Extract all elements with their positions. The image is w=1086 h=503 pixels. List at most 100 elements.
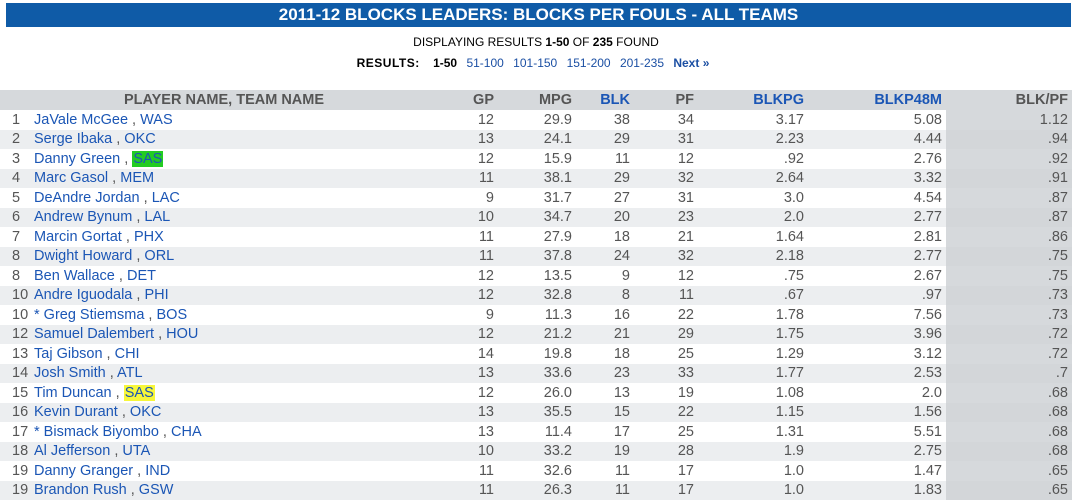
blkpf-cell: .75 bbox=[946, 246, 1072, 266]
col-header-pf[interactable]: PF bbox=[634, 90, 698, 110]
gp-cell: 12 bbox=[448, 285, 498, 305]
mpg-cell: 35.5 bbox=[498, 402, 576, 422]
blkp48m-cell: 2.76 bbox=[913, 150, 942, 167]
table-row: 16 Kevin Durant , OKC 13 35.5 15 22 1.15 1.56.6… bbox=[0, 402, 1072, 422]
team-link[interactable]: CHI bbox=[114, 345, 140, 362]
team-link[interactable]: ORL bbox=[144, 248, 175, 265]
pf-cell: 23 bbox=[634, 207, 698, 227]
player-link[interactable]: Tim Duncan bbox=[34, 384, 112, 401]
player-link[interactable]: Brandon Rush bbox=[34, 482, 127, 499]
rank-cell: 16 bbox=[0, 402, 34, 422]
player-link[interactable]: Andrew Bynum bbox=[34, 209, 133, 226]
player-cell: Ben Wallace , DET bbox=[34, 267, 156, 284]
player-link[interactable]: Danny Green bbox=[34, 150, 121, 167]
blk-cell: 11 bbox=[576, 480, 634, 500]
page-link-151-200[interactable]: 151-200 bbox=[566, 56, 611, 70]
col-header-blk[interactable]: BLK bbox=[576, 90, 634, 110]
player-link[interactable]: Andre Iguodala bbox=[34, 287, 133, 304]
blkpg-cell: 1.64 bbox=[775, 228, 804, 245]
team-link[interactable]: BOS bbox=[156, 306, 188, 323]
team-link[interactable]: HOU bbox=[166, 326, 199, 343]
team-link[interactable]: ATL bbox=[117, 365, 143, 382]
blkpg-cell: 1.15 bbox=[698, 402, 808, 422]
team-link[interactable]: WAS bbox=[140, 111, 173, 128]
mpg-cell: 21.2 bbox=[498, 324, 576, 344]
team-link[interactable]: LAC bbox=[151, 189, 180, 206]
team-link[interactable]: CHA bbox=[171, 423, 202, 440]
team-link[interactable]: SAS bbox=[123, 384, 155, 401]
blkpf-cell: .72 bbox=[946, 344, 1072, 364]
blk-cell: 24 bbox=[576, 246, 634, 266]
pf-cell: 33 bbox=[634, 363, 698, 383]
mpg-cell: 37.8 bbox=[498, 246, 576, 266]
team-link[interactable]: OKC bbox=[124, 131, 156, 148]
team-link[interactable]: SAS bbox=[132, 150, 164, 167]
col-header-blkpf[interactable]: BLK/PF bbox=[946, 90, 1072, 110]
rank-cell: 10 bbox=[0, 285, 34, 305]
team-link[interactable]: UTA bbox=[122, 443, 151, 460]
pf-cell: 22 bbox=[634, 402, 698, 422]
player-link[interactable]: Marc Gasol bbox=[34, 170, 109, 187]
blkp48m-cell: 2.75 bbox=[808, 441, 946, 461]
page-link-51-100[interactable]: 51-100 bbox=[466, 56, 504, 70]
team-link[interactable]: LAL bbox=[144, 209, 171, 226]
team-link[interactable]: MEM bbox=[120, 170, 155, 187]
gp-cell: 12 bbox=[477, 150, 494, 167]
blkp48m-cell: 1.56 bbox=[808, 402, 946, 422]
player-link[interactable]: Dwight Howard bbox=[34, 248, 133, 265]
mpg-cell: 33.6 bbox=[498, 363, 576, 383]
blk-cell: 29 bbox=[576, 168, 634, 188]
player-cell: Danny Granger , IND bbox=[34, 462, 171, 479]
next-page-link[interactable]: Next » bbox=[673, 56, 710, 70]
blkpg-cell: 3.0 bbox=[783, 189, 804, 206]
team-link[interactable]: IND bbox=[145, 462, 171, 479]
player-link[interactable]: Al Jefferson bbox=[34, 443, 111, 460]
blk-cell: 18 bbox=[613, 228, 630, 245]
team-link[interactable]: OKC bbox=[129, 404, 162, 421]
col-header-mpg[interactable]: MPG bbox=[498, 90, 576, 110]
page-link-101-150[interactable]: 101-150 bbox=[513, 56, 558, 70]
table-row: 3 Danny Green , SAS 12 15.9 11 12.92 2.76.92 bbox=[0, 149, 1072, 169]
pf-cell: 22 bbox=[677, 306, 694, 323]
mpg-cell: 11.4 bbox=[544, 423, 572, 440]
mpg-cell: 19.8 bbox=[543, 345, 572, 362]
blk-cell: 13 bbox=[613, 384, 630, 401]
team-link[interactable]: DET bbox=[126, 267, 156, 284]
col-header-gp[interactable]: GP bbox=[448, 90, 498, 110]
player-link[interactable]: * Bismack Biyombo bbox=[34, 423, 159, 440]
rank-cell: 2 bbox=[0, 129, 34, 149]
blk-cell: 29 bbox=[576, 129, 634, 149]
team-link[interactable]: PHI bbox=[144, 287, 169, 304]
player-link[interactable]: Marcin Gortat bbox=[34, 228, 122, 245]
mpg-cell: 26.0 bbox=[543, 384, 572, 401]
player-link[interactable]: Serge Ibaka bbox=[34, 131, 113, 148]
table-row: 12 Samuel Dalembert , HOU 12 21.2 21 29 1.75 3.… bbox=[0, 324, 1072, 344]
col-header-player[interactable]: PLAYER NAME, TEAM NAME bbox=[0, 90, 448, 110]
gp-cell: 10 bbox=[448, 207, 498, 227]
player-link[interactable]: JaVale McGee bbox=[34, 111, 129, 128]
player-link[interactable]: Kevin Durant bbox=[34, 404, 118, 421]
blk-cell: 21 bbox=[576, 324, 634, 344]
player-link[interactable]: Samuel Dalembert bbox=[34, 326, 155, 343]
player-link[interactable]: Danny Granger bbox=[34, 462, 134, 479]
page-link-201-235[interactable]: 201-235 bbox=[619, 56, 664, 70]
player-link[interactable]: Ben Wallace bbox=[34, 267, 115, 284]
blkp48m-cell: 2.81 bbox=[913, 228, 942, 245]
player-link[interactable]: Taj Gibson bbox=[34, 345, 103, 362]
blkp48m-cell: 2.67 bbox=[913, 267, 942, 284]
blk-cell: 17 bbox=[613, 423, 630, 440]
player-cell: * Bismack Biyombo , CHA bbox=[34, 423, 202, 440]
blkp48m-cell: 4.44 bbox=[808, 129, 946, 149]
page-title: 2011-12 BLOCKS LEADERS: BLOCKS PER FOULS… bbox=[6, 3, 1071, 27]
player-link[interactable]: Josh Smith bbox=[34, 365, 106, 382]
player-cell: Serge Ibaka , OKC bbox=[34, 129, 448, 149]
col-header-blkpg[interactable]: BLKPG bbox=[698, 90, 808, 110]
player-link[interactable]: * Greg Stiemsma bbox=[34, 306, 145, 323]
table-row: 13 Taj Gibson , CHI 14 19.8 18 25 1.29 3.12.72 bbox=[0, 344, 1072, 364]
col-header-blkp48m[interactable]: BLKP48M bbox=[808, 90, 946, 110]
team-link[interactable]: PHX bbox=[133, 228, 164, 245]
team-link[interactable]: GSW bbox=[138, 482, 174, 499]
player-link[interactable]: DeAndre Jordan bbox=[34, 189, 140, 206]
player-cell: Marc Gasol , MEM bbox=[34, 168, 448, 188]
rank-cell: 3 bbox=[12, 150, 21, 167]
